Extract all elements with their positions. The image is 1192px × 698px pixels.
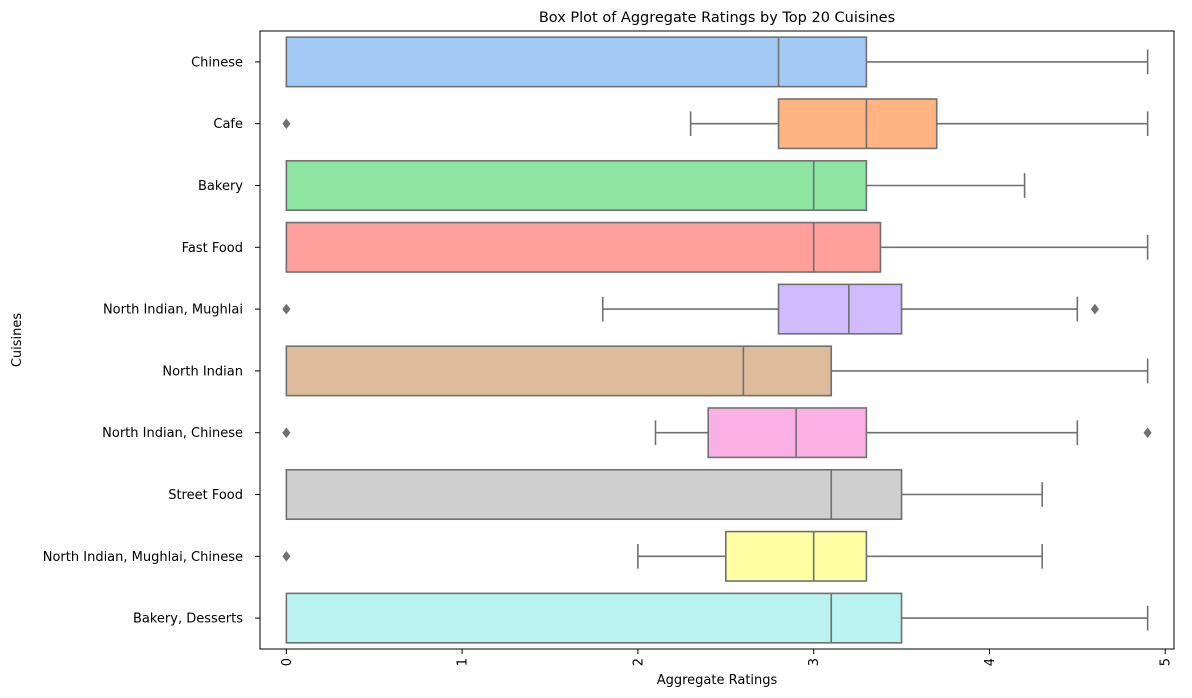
outlier-point bbox=[282, 303, 291, 315]
box-group bbox=[285, 159, 1026, 212]
y-tick-label: Street Food bbox=[168, 488, 243, 503]
y-tick-label: Fast Food bbox=[182, 241, 243, 256]
y-axis-label: Cuisines bbox=[10, 313, 25, 368]
box bbox=[777, 98, 938, 150]
x-tick-label: 4 bbox=[983, 658, 998, 666]
box bbox=[285, 345, 833, 397]
box-group bbox=[285, 221, 1149, 273]
box-group bbox=[285, 36, 1149, 88]
x-tick-label: 0 bbox=[280, 658, 295, 666]
y-tick-label: Cafe bbox=[213, 117, 243, 132]
box-group bbox=[282, 98, 1149, 150]
x-tick-label: 5 bbox=[1159, 658, 1174, 666]
plot-frame bbox=[259, 30, 1175, 650]
outlier-point bbox=[1090, 303, 1100, 315]
x-tick-label: 1 bbox=[456, 658, 471, 666]
y-tick-label: Chinese bbox=[191, 55, 243, 70]
box-group bbox=[285, 592, 1149, 644]
y-tick-label: North Indian, Chinese bbox=[102, 426, 243, 441]
box-group bbox=[285, 468, 1043, 521]
outlier-point bbox=[282, 118, 291, 130]
box bbox=[707, 407, 868, 459]
box bbox=[285, 36, 868, 88]
y-tick-label: North Indian, Mughlai bbox=[103, 303, 243, 318]
box bbox=[285, 468, 903, 521]
box-group bbox=[282, 407, 1152, 459]
x-axis-label: Aggregate Ratings bbox=[657, 673, 778, 688]
axes: Chinese Cafe Bakery Fast Food North Indian, … bbox=[43, 55, 1174, 666]
x-tick-label: 2 bbox=[631, 658, 646, 666]
box bbox=[285, 159, 868, 212]
box-group bbox=[282, 283, 1100, 335]
outlier-point bbox=[1143, 427, 1152, 439]
y-tick-label: Bakery, Desserts bbox=[133, 612, 243, 627]
y-tick-label: Bakery bbox=[198, 179, 243, 194]
box bbox=[777, 283, 903, 335]
box bbox=[285, 221, 882, 273]
plot-area bbox=[282, 36, 1152, 644]
x-tick-label: 3 bbox=[807, 658, 822, 666]
box-group bbox=[285, 345, 1149, 397]
outlier-point bbox=[282, 427, 291, 439]
box bbox=[724, 530, 868, 582]
y-tick-label: North Indian, Mughlai, Chinese bbox=[43, 550, 243, 565]
box bbox=[285, 592, 903, 644]
y-tick-label: North Indian bbox=[162, 364, 243, 379]
chart-title: Box Plot of Aggregate Ratings by Top 20 … bbox=[539, 10, 895, 26]
outlier-point bbox=[282, 550, 291, 562]
box-group bbox=[282, 530, 1043, 582]
